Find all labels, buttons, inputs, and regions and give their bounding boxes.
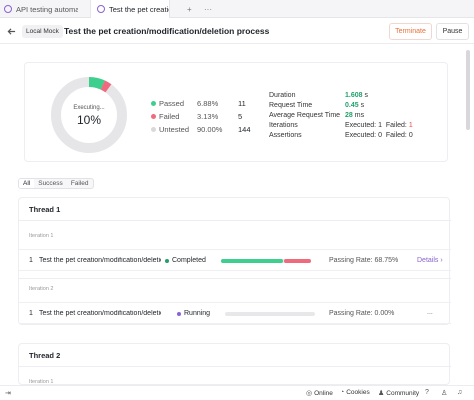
- duration-label: Duration: [269, 92, 296, 99]
- thread-title: Thread 2: [29, 351, 61, 360]
- request-time-label: Request Time: [269, 102, 313, 109]
- row-number: 1: [29, 310, 33, 317]
- thread-card: Thread 1 Iteration 1 1 Test the pet crea…: [18, 197, 451, 325]
- iteration-label: Iteration 2: [29, 286, 54, 292]
- collapse-sidebar-icon[interactable]: ⇥: [5, 390, 11, 397]
- stat-name: Failed: [159, 111, 180, 121]
- tab-api-testing[interactable]: API testing automati: [4, 0, 78, 18]
- summary-card: Executing... 10% Passed 6.88% 11 Failed …: [24, 62, 448, 162]
- thread-title: Thread 1: [29, 205, 61, 214]
- running-dot-icon: [177, 311, 181, 316]
- iterations-label: Iterations: [269, 122, 298, 129]
- filter-all[interactable]: All: [19, 179, 35, 188]
- page-header: Local Mock Test the pet creation/modific…: [0, 20, 474, 44]
- stat-percent: 6.88%: [197, 98, 219, 108]
- online-icon: ◎: [306, 390, 313, 397]
- tab-test-pet[interactable]: Test the pet creation: [90, 0, 170, 18]
- duration-value: 1.608 s: [345, 92, 368, 99]
- more-button[interactable]: ...: [427, 309, 433, 316]
- row-number: 1: [29, 257, 33, 264]
- cookies-button[interactable]: ◔ Cookies: [340, 389, 370, 396]
- terminate-button[interactable]: Terminate: [389, 23, 432, 40]
- iteration-label: Iteration 1: [29, 233, 54, 239]
- divider: [19, 220, 451, 221]
- pass-bar-passed: [221, 259, 283, 263]
- status-badge: Running: [177, 310, 210, 317]
- progress-value: 10%: [76, 113, 102, 127]
- assertions-value: Executed: 0 Failed: 0: [345, 132, 413, 139]
- tab-label: Test the pet creation: [109, 4, 170, 14]
- tab-bar: API testing automati Test the pet creati…: [0, 0, 474, 18]
- avg-request-label: Average Request Time: [269, 112, 341, 119]
- page-title: Test the pet creation/modification/delet…: [64, 26, 270, 36]
- pass-bar-track: [225, 312, 315, 316]
- iteration-label: Iteration 1: [29, 379, 54, 385]
- help-icon[interactable]: ?: [425, 389, 429, 396]
- filter-failed[interactable]: Failed: [70, 180, 89, 187]
- api-icon: [4, 5, 12, 13]
- untested-dot-icon: [151, 126, 156, 132]
- iteration-row[interactable]: 1 Test the pet creation/modification/del…: [19, 249, 451, 271]
- pass-bar-failed: [284, 259, 311, 263]
- online-status[interactable]: ◎ Online: [306, 389, 333, 398]
- divider: [19, 278, 451, 279]
- tab-more-button[interactable]: ···: [204, 4, 212, 14]
- stat-count: 5: [238, 111, 243, 121]
- stat-name: Untested: [159, 124, 190, 134]
- tab-label: API testing automati: [16, 4, 78, 14]
- stat-name: Passed: [159, 98, 185, 108]
- details-link[interactable]: Details ›: [417, 257, 443, 264]
- request-time-value: 0.45 s: [345, 102, 365, 109]
- passing-rate: Passing Rate: 68.75%: [329, 257, 399, 264]
- stat-count: 144: [238, 124, 251, 134]
- environment-badge[interactable]: Local Mock: [22, 25, 63, 38]
- stat-untested: Untested 90.00% 144: [151, 123, 251, 135]
- status-bar: ⇥ ◎ Online ◔ Cookies ♟ Community ? ♙ ♫: [0, 385, 474, 400]
- scenario-name: Test the pet creation/modification/delet…: [39, 257, 161, 264]
- scrollbar[interactable]: [466, 50, 470, 130]
- donut-passed-arc: [51, 77, 127, 153]
- filter-success[interactable]: Success: [38, 180, 63, 187]
- pause-button[interactable]: Pause: [436, 23, 469, 40]
- avg-request-value: 28 ms: [345, 112, 365, 119]
- failed-dot-icon: [151, 113, 156, 119]
- stat-percent: 3.13%: [197, 111, 219, 121]
- stat-failed: Failed 3.13% 5: [151, 110, 242, 122]
- status-badge: Completed: [165, 257, 206, 264]
- result-filter: All Success Failed: [18, 178, 94, 189]
- iterations-value: Executed: 1 Failed: 1: [345, 122, 413, 129]
- new-tab-button[interactable]: +: [187, 4, 192, 14]
- passing-rate: Passing Rate: 0.00%: [329, 310, 395, 317]
- scenario-name: Test the pet creation/modification/delet…: [39, 310, 161, 317]
- thread-card: Thread 2 Iteration 1: [18, 343, 451, 385]
- scenario-icon: [97, 5, 105, 13]
- passed-dot-icon: [151, 100, 156, 106]
- completed-dot-icon: [165, 258, 169, 263]
- stat-passed: Passed 6.88% 11: [151, 97, 246, 109]
- stat-count: 11: [238, 98, 246, 108]
- progress-donut: Executing... 10%: [49, 75, 129, 155]
- bell-icon[interactable]: ♫: [457, 389, 463, 396]
- stat-percent: 90.00%: [197, 124, 223, 134]
- assertions-label: Assertions: [269, 132, 302, 139]
- cookie-icon: ◔: [340, 389, 345, 396]
- community-icon: ♟: [378, 390, 385, 397]
- iteration-row[interactable]: 1 Test the pet creation/modification/del…: [19, 302, 451, 324]
- shirt-icon[interactable]: ♙: [441, 390, 448, 397]
- community-button[interactable]: ♟ Community: [378, 389, 420, 398]
- divider: [19, 366, 451, 367]
- progress-label: Executing...: [73, 105, 105, 111]
- back-arrow-icon[interactable]: [4, 24, 18, 38]
